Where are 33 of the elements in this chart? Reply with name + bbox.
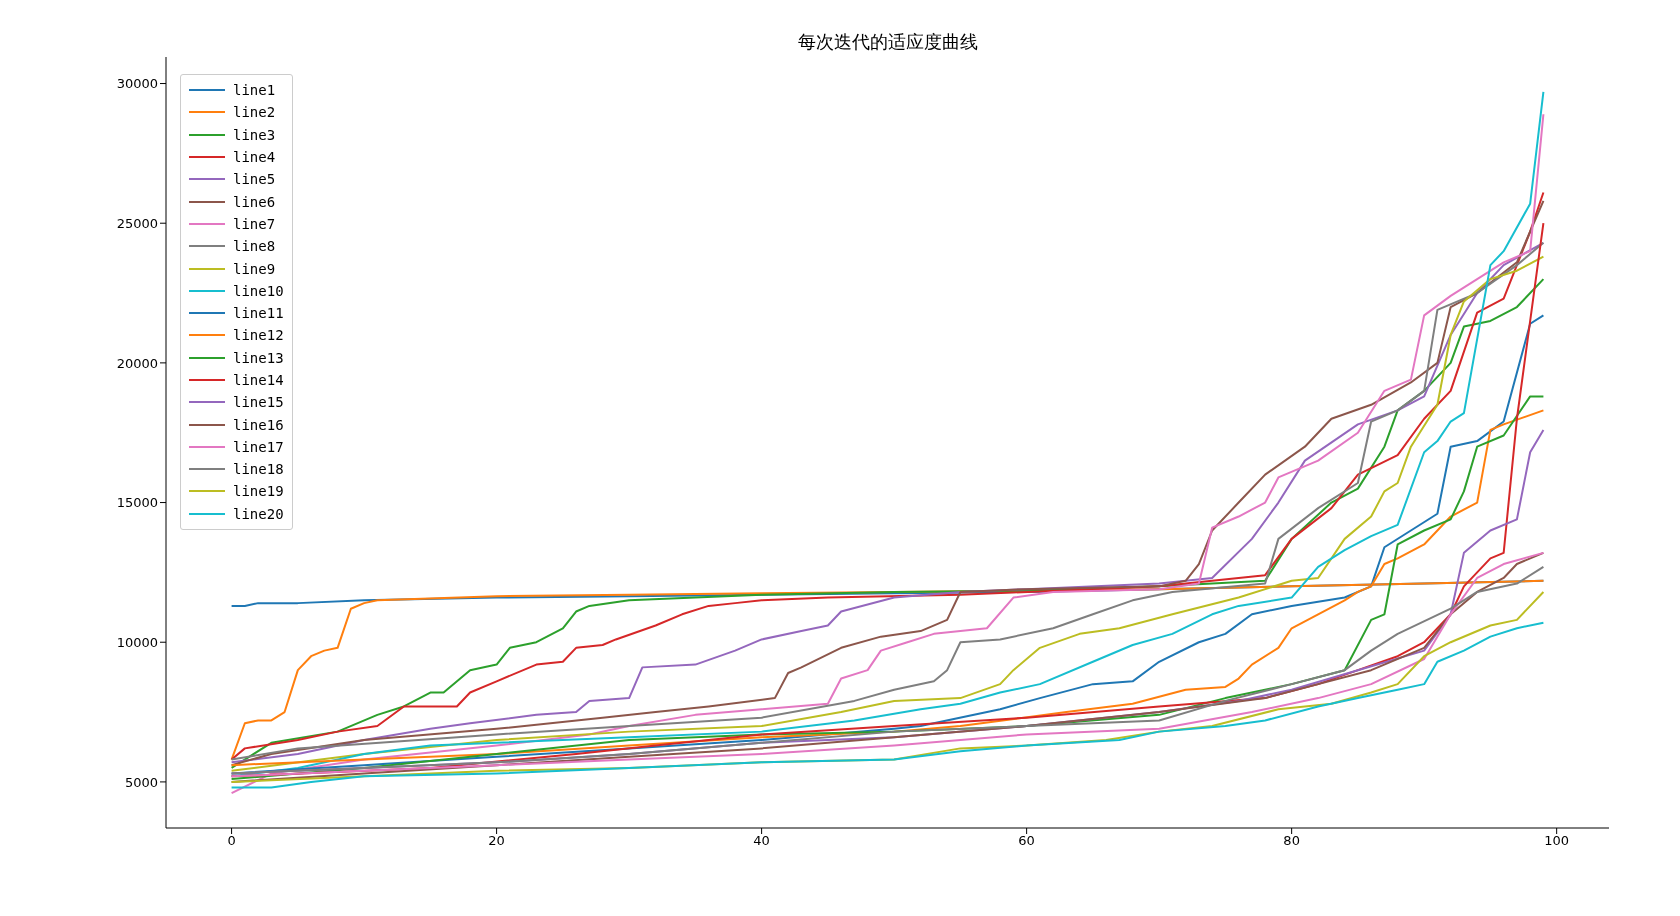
legend-label: line4	[233, 149, 276, 166]
y-tick-label: 5000	[124, 774, 158, 790]
legend-label: line13	[233, 349, 284, 366]
x-tick-label: 60	[1018, 833, 1035, 849]
legend-label: line1	[233, 82, 276, 99]
x-tick-label: 100	[1544, 833, 1570, 849]
legend-label: line2	[233, 104, 276, 121]
legend-label: line19	[233, 483, 284, 500]
x-tick-label: 0	[227, 833, 236, 849]
y-tick-label: 30000	[116, 76, 158, 92]
legend-label: line15	[233, 394, 284, 411]
legend-label: line5	[233, 171, 276, 188]
legend-label: line16	[233, 416, 284, 433]
legend-label: line7	[233, 215, 276, 232]
y-tick-label: 15000	[116, 495, 158, 511]
legend-label: line12	[233, 327, 284, 344]
legend-label: line11	[233, 305, 284, 322]
legend-label: line17	[233, 438, 284, 455]
chart-title: 每次迭代的适应度曲线	[796, 30, 979, 54]
legend-label: line3	[233, 126, 276, 143]
x-tick-label: 20	[488, 833, 505, 849]
legend-label: line20	[233, 505, 284, 522]
x-tick-label: 40	[753, 833, 770, 849]
legend-label: line8	[233, 238, 276, 255]
y-tick-label: 25000	[116, 215, 158, 231]
legend-label: line18	[233, 461, 284, 478]
legend-label: line6	[233, 193, 276, 210]
legend-label: line14	[233, 372, 284, 388]
legend-label: line10	[233, 282, 284, 299]
x-tick-label: 80	[1283, 833, 1300, 849]
y-tick-label: 20000	[116, 355, 158, 371]
legend-label: line9	[233, 260, 276, 277]
y-tick-label: 10000	[116, 634, 158, 650]
